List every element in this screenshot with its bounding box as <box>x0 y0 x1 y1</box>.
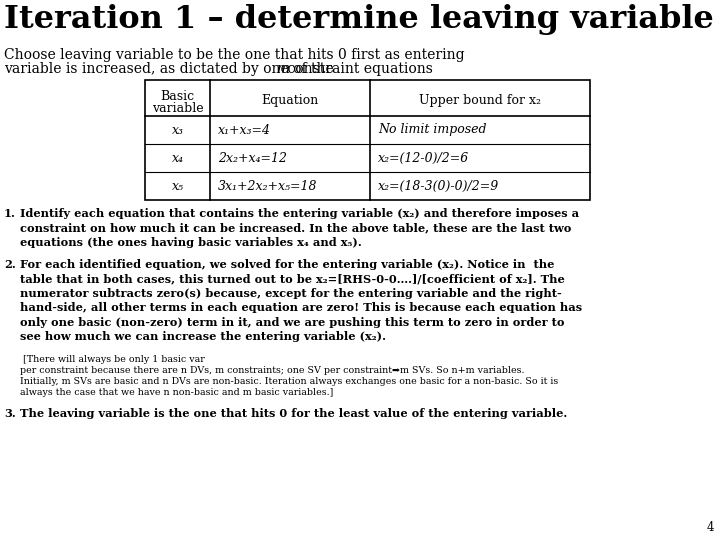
Text: x₄: x₄ <box>171 152 184 165</box>
Text: [There will always be only 1 basic var
per constraint because there are n DVs, m: [There will always be only 1 basic var p… <box>20 355 558 397</box>
Text: Choose leaving variable to be the one that hits 0 first as entering: Choose leaving variable to be the one th… <box>4 48 464 62</box>
Text: x₁+x₃=4: x₁+x₃=4 <box>218 124 271 137</box>
Text: variable: variable <box>152 102 203 115</box>
Text: x₂=(12-0)/2=6: x₂=(12-0)/2=6 <box>378 152 469 165</box>
Bar <box>145 80 590 200</box>
Text: Basic: Basic <box>161 90 194 103</box>
Text: 2.: 2. <box>4 259 16 270</box>
Text: constraint equations: constraint equations <box>283 62 433 76</box>
Text: x₅: x₅ <box>171 179 184 192</box>
Text: Equation: Equation <box>261 94 319 107</box>
Text: x₂=(18-3(0)-0)/2=9: x₂=(18-3(0)-0)/2=9 <box>378 179 499 192</box>
Text: No limit imposed: No limit imposed <box>378 124 487 137</box>
Text: Identify each equation that contains the entering variable (x₂) and therefore im: Identify each equation that contains the… <box>20 208 579 248</box>
Text: For each identified equation, we solved for the entering variable (x₂). Notice i: For each identified equation, we solved … <box>20 259 582 342</box>
Text: Iteration 1 – determine leaving variable: Iteration 1 – determine leaving variable <box>4 4 714 35</box>
Text: The leaving variable is the one that hits 0 for the least value of the entering : The leaving variable is the one that hit… <box>20 408 567 419</box>
Text: 3x₁+2x₂+x₅=18: 3x₁+2x₂+x₅=18 <box>218 179 318 192</box>
Text: 4: 4 <box>706 521 714 534</box>
Text: m: m <box>276 62 289 76</box>
Text: 1.: 1. <box>4 208 16 219</box>
Text: x₃: x₃ <box>171 124 184 137</box>
Text: 2x₂+x₄=12: 2x₂+x₄=12 <box>218 152 287 165</box>
Text: Upper bound for x₂: Upper bound for x₂ <box>419 94 541 107</box>
Text: variable is increased, as dictated by one of the: variable is increased, as dictated by on… <box>4 62 338 76</box>
Text: 3.: 3. <box>4 408 16 419</box>
